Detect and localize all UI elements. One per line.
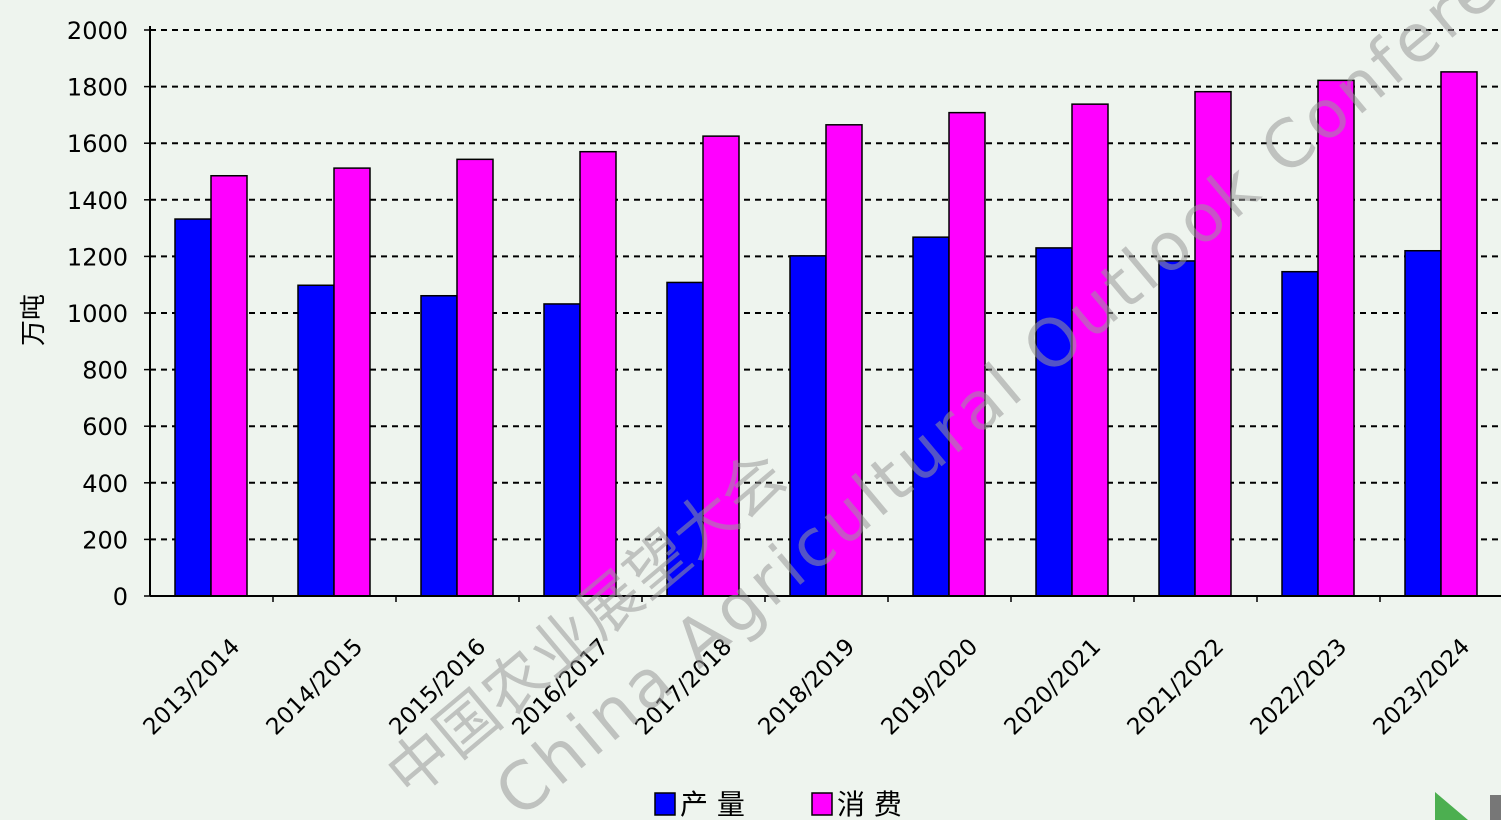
x-tick-label: 2022/2023 — [1246, 634, 1353, 741]
y-tick-label: 200 — [82, 526, 128, 554]
bar-production — [1035, 247, 1073, 597]
legend-label: 产 量 — [680, 788, 745, 820]
corner-logo — [1435, 792, 1501, 820]
x-tick-label: 2023/2024 — [1369, 634, 1476, 741]
x-tick-label: 2018/2019 — [754, 634, 861, 741]
x-tick-label: 2019/2020 — [877, 634, 984, 741]
y-tick-label: 1800 — [67, 74, 128, 102]
bar-consumption — [210, 174, 248, 597]
logo-green-shape — [1435, 792, 1468, 820]
legend-swatch — [811, 792, 833, 816]
bar-consumption — [1317, 79, 1355, 597]
axes-group — [149, 26, 1501, 597]
legend: 产 量消 费 — [654, 788, 902, 820]
x-tick-label: 2021/2022 — [1123, 634, 1230, 741]
y-tick-label: 1600 — [67, 130, 128, 158]
bar-production — [912, 236, 950, 597]
bar-consumption — [456, 158, 494, 597]
x-tick-labels: 2013/2014 2014/2015 2015/2016 2016/2017 2017… — [139, 596, 1476, 741]
bar-consumption — [333, 167, 371, 597]
y-tick-label: 400 — [82, 470, 128, 498]
bar-production — [1281, 270, 1319, 597]
bar-production — [420, 294, 458, 597]
bar-production — [1158, 260, 1196, 597]
bar-production — [297, 284, 335, 597]
bar-production — [1404, 249, 1442, 597]
bar-production — [174, 218, 212, 597]
legend-swatch — [654, 792, 676, 816]
y-tick-label: 0 — [113, 583, 128, 611]
x-tick-label: 2020/2021 — [1000, 634, 1107, 741]
y-tick-label: 2000 — [67, 17, 128, 45]
y-tick-label: 1000 — [67, 300, 128, 328]
bar-consumption — [948, 111, 986, 597]
bar-production — [543, 303, 581, 597]
y-tick-label: 600 — [82, 413, 128, 441]
bar-consumption — [579, 150, 617, 597]
bar-consumption — [1194, 90, 1232, 597]
y-tick-label: 1200 — [67, 243, 128, 271]
bars-group — [174, 71, 1478, 597]
y-tick-labels: 0 200 400 600 800 1000 1200 1400 1600 1800 2000 — [67, 17, 128, 611]
y-axis-label: 万吨 — [19, 294, 49, 346]
legend-label: 消 费 — [837, 788, 902, 820]
y-tick-label: 1400 — [67, 187, 128, 215]
y-tick-label: 800 — [82, 357, 128, 385]
bar-consumption — [825, 124, 863, 597]
x-tick-label: 2013/2014 — [139, 634, 246, 741]
x-tick-label: 2014/2015 — [262, 634, 369, 741]
bar-production — [789, 255, 827, 597]
bar-consumption — [1071, 103, 1109, 597]
bar-consumption — [1440, 71, 1478, 597]
logo-grey-block — [1490, 795, 1501, 820]
